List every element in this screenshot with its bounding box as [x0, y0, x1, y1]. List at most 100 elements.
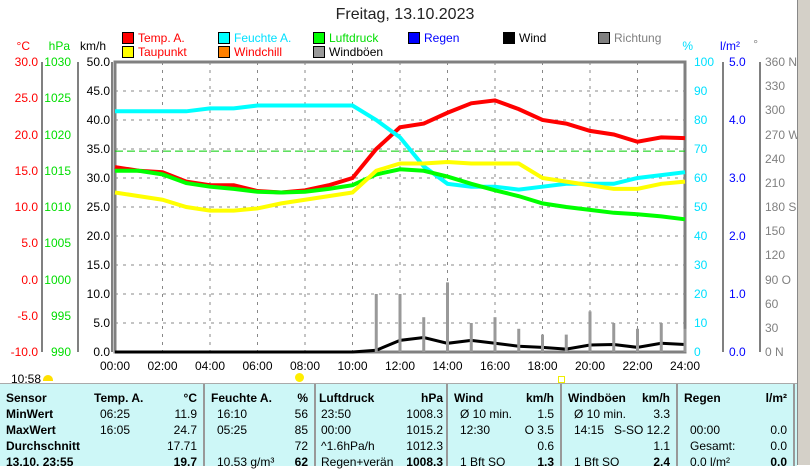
sunrise-time: 10:58	[11, 372, 42, 386]
table-row: 13.10. 23:55	[6, 455, 80, 471]
pressure-tick: 1005	[44, 236, 71, 251]
cell-value: 3.3	[653, 407, 670, 421]
legend-item: Luftdruck	[313, 31, 378, 45]
temp-unit: °C	[16, 39, 30, 53]
cell-label: MaxWert	[6, 423, 56, 437]
stats-table: Sensor MinWert MaxWert Durchschnitt 13.10. 2…	[0, 383, 797, 469]
cell-value: 0.6	[537, 439, 554, 453]
table-row: 72	[211, 439, 308, 455]
cell-value: 72	[294, 439, 308, 453]
table-row: Regen+verän 1008.3	[319, 455, 443, 471]
legend-swatch	[122, 46, 134, 58]
pressure-tick: 1015	[44, 163, 71, 178]
humidity-tick: 10	[694, 316, 708, 330]
rain-unit: l/m²	[720, 39, 740, 53]
humidity-tick: 20	[694, 287, 708, 301]
table-column: Temp. A. °C 06:25 11.9 16:05 24.7 17.71 19.7	[88, 384, 205, 469]
column-unit: hPa	[420, 391, 443, 405]
table-row: Gesamt: 0.0	[684, 439, 787, 455]
cell-label: 23:50	[321, 407, 352, 421]
humidity-tick: 30	[694, 258, 708, 272]
temp-tick: 15.0	[14, 163, 38, 178]
pressure-tick: 1020	[44, 127, 71, 142]
cell-value: 19.7	[173, 455, 197, 469]
time-tick: 02:00	[147, 359, 178, 373]
table-row: 1 Bft SO 1.3	[454, 455, 554, 471]
time-tick: 24:00	[670, 359, 701, 373]
table-row: 0.0 l/m² 0.0	[684, 455, 787, 471]
legend-label: Windböen	[329, 45, 384, 59]
cell-value: 24.7	[173, 423, 197, 437]
wind-tick: 50.0	[86, 55, 110, 69]
cell-label: 00:00	[690, 423, 721, 437]
cell-value: 1.5	[537, 407, 554, 421]
table-row: 16:10 56	[211, 407, 308, 423]
direction-tick: 360 N	[765, 55, 798, 69]
pressure-unit: hPa	[48, 39, 70, 53]
temp-tick: 25.0	[14, 91, 38, 106]
column-header: Temp. A.	[94, 391, 144, 405]
legend-label: Luftdruck	[329, 31, 379, 45]
sun-icon	[43, 375, 53, 381]
cell-value: 0.0	[770, 455, 787, 469]
table-row: 0.6	[454, 439, 554, 455]
column-unit: °C	[183, 391, 197, 405]
pressure-tick: 1010	[44, 200, 71, 214]
wind-tick: 30.0	[86, 171, 110, 185]
humidity-tick: 100	[694, 55, 715, 69]
column-unit: %	[297, 391, 308, 405]
table-row: 05:25 85	[211, 423, 308, 439]
series-luftdruck	[115, 167, 686, 222]
time-tick: 06:00	[242, 359, 273, 373]
wind-tick: 35.0	[86, 142, 110, 156]
legend-item: Feuchte A.	[218, 31, 291, 45]
direction-tick: 210	[765, 175, 786, 190]
temp-tick: -10.0	[10, 345, 38, 359]
column-header: Windböen	[568, 391, 626, 405]
table-row: 10.53 g/m³ 62	[211, 455, 308, 471]
pressure-tick: 1000	[44, 272, 71, 287]
temp-tick: 10.0	[14, 200, 38, 214]
humidity-tick: 50	[694, 200, 708, 214]
legend-swatch	[503, 32, 515, 44]
humidity-tick: 90	[694, 84, 708, 98]
cell-label: 0.0 l/m²	[690, 455, 731, 469]
rain-tick: 3.0	[729, 171, 746, 185]
column-header: Regen	[684, 391, 721, 405]
wind-tick: 45.0	[86, 84, 110, 98]
humidity-tick: 60	[694, 171, 708, 185]
table-row: 06:25 11.9	[94, 407, 197, 423]
temp-tick: 0.0	[21, 272, 38, 287]
time-tick: 14:00	[432, 359, 463, 373]
direction-tick: 150	[765, 224, 786, 239]
humidity-tick: 0	[694, 345, 701, 359]
wind-unit: km/h	[79, 39, 106, 53]
cell-label: Ø 10 min.	[574, 407, 627, 421]
rain-tick: 1.0	[729, 287, 746, 301]
legend-item: Wind	[503, 31, 546, 45]
cell-value: 2.4	[653, 455, 670, 469]
legend-label: Wind	[519, 31, 547, 45]
cell-label: 05:25	[217, 423, 248, 437]
legend-item: Richtung	[598, 31, 661, 45]
table-row: Ø 10 min. 1.5	[454, 407, 554, 423]
wind-tick: 0.0	[93, 345, 110, 359]
pressure-tick: 995	[50, 308, 71, 323]
temp-tick: 5.0	[21, 236, 38, 251]
cell-value: 1008.3	[406, 455, 443, 469]
table-row: Ø 10 min. 3.3	[568, 407, 670, 423]
rain-tick: 0.0	[729, 345, 746, 359]
cell-value: 17.71	[166, 439, 197, 453]
cell-label: 10.53 g/m³	[217, 455, 275, 469]
cell-label: 16:10	[217, 407, 248, 421]
direction-tick: 0 N	[765, 345, 784, 359]
time-tick: 04:00	[195, 359, 226, 373]
column-unit: l/m²	[765, 391, 787, 405]
column-header: Luftdruck	[319, 391, 375, 405]
direction-unit: °	[753, 37, 758, 51]
legend-label: Feuchte A.	[234, 31, 292, 45]
direction-tick: 30	[765, 320, 779, 335]
legend-item: Regen	[408, 31, 459, 45]
table-row: 14:15 S-SO 12.2	[568, 423, 670, 439]
direction-tick: 300	[765, 103, 786, 118]
